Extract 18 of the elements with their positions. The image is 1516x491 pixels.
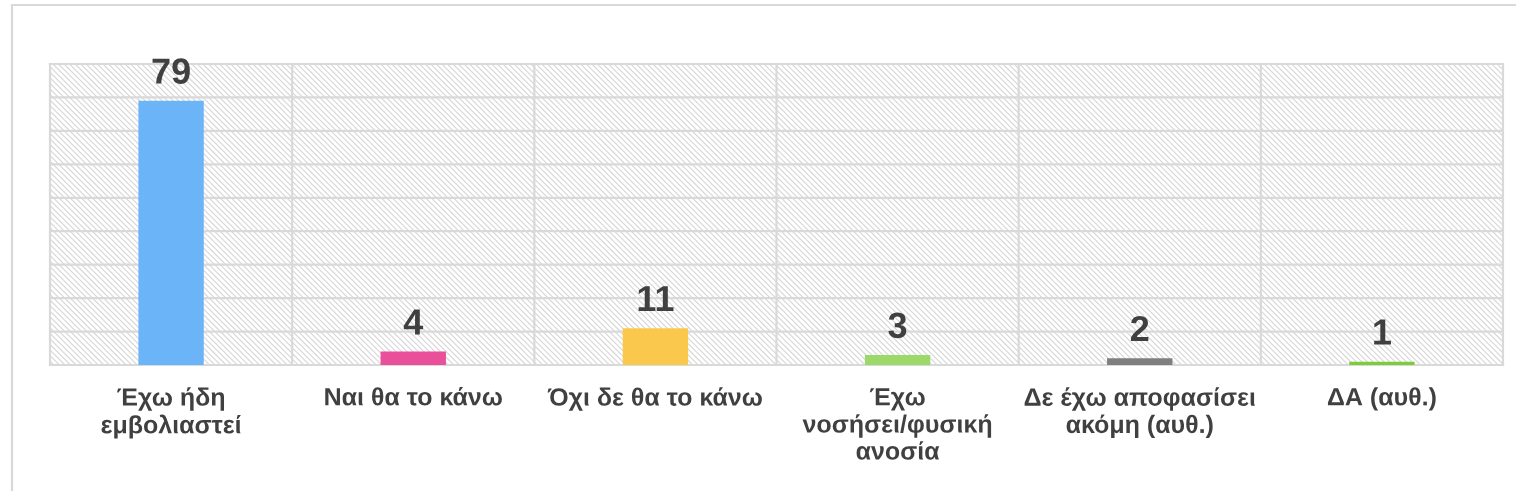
bar [380,351,446,365]
bar [1349,361,1415,365]
data-label: 4 [403,309,424,335]
x-tick-label: Δε έχω αποφασίσει ακόμη (αυθ.) [1024,387,1256,439]
bar [138,100,204,365]
data-label: 2 [1130,315,1149,342]
x-tick-label: Έχω νοσήσει/φυσική ανοσία [802,388,992,460]
bar [1107,358,1173,365]
x-tick-label: ΔΑ (αυθ.) [1327,387,1436,411]
bar [864,354,931,365]
x-tick-label: Έχω ήδη εμβολιαστεί [101,387,241,439]
data-label: 1 [1374,319,1391,345]
data-label: 11 [638,286,674,311]
data-label: 79 [152,58,190,84]
bar [622,328,689,365]
data-label: 3 [888,312,907,339]
x-tick-label: Ναι θα το κάνω [325,386,502,406]
x-tick-label: Όχι δε θα το κάνω [547,387,762,411]
